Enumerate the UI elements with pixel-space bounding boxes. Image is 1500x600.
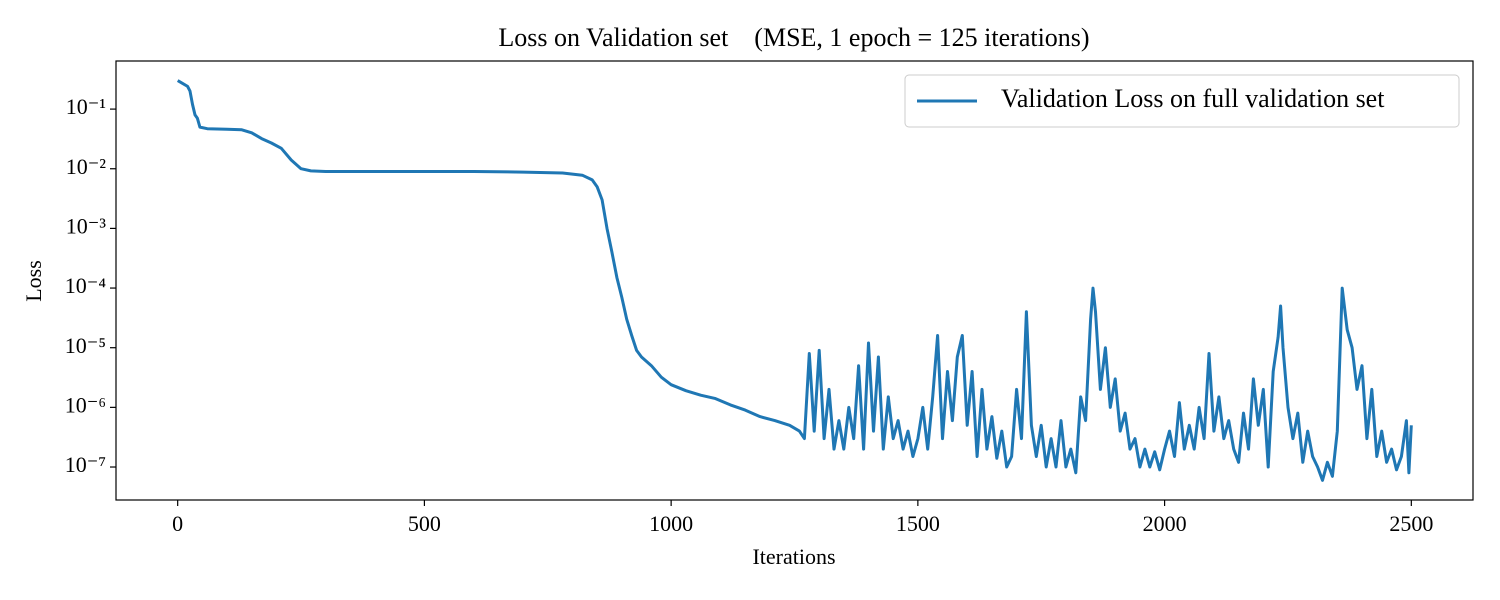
y-tick-label: 10⁻⁴ — [65, 273, 107, 298]
series-line — [176, 79, 1413, 482]
x-tick-label: 2000 — [1143, 511, 1187, 536]
x-tick-label: 1500 — [896, 511, 940, 536]
x-tick-label: 1000 — [649, 511, 693, 536]
y-axis-label: Loss — [21, 260, 46, 302]
plot-frame — [115, 60, 1474, 501]
x-tick-label: 500 — [408, 511, 441, 536]
legend-label: Validation Loss on full validation set — [1001, 84, 1385, 113]
chart-title: Loss on Validation set (MSE, 1 epoch = 1… — [498, 23, 1089, 52]
y-tick-label: 10⁻⁷ — [65, 452, 106, 477]
y-tick-label: 10⁻⁶ — [65, 392, 106, 417]
y-tick-label: 10⁻² — [66, 154, 107, 179]
y-tick-label: 10⁻⁵ — [65, 333, 106, 358]
legend-box — [904, 74, 1460, 128]
y-tick-label: 10⁻¹ — [66, 94, 106, 119]
x-axis-label: Iterations — [752, 544, 835, 569]
x-tick-label: 0 — [172, 511, 183, 536]
y-tick-label: 10⁻³ — [66, 213, 107, 238]
x-tick-label: 2500 — [1389, 511, 1433, 536]
